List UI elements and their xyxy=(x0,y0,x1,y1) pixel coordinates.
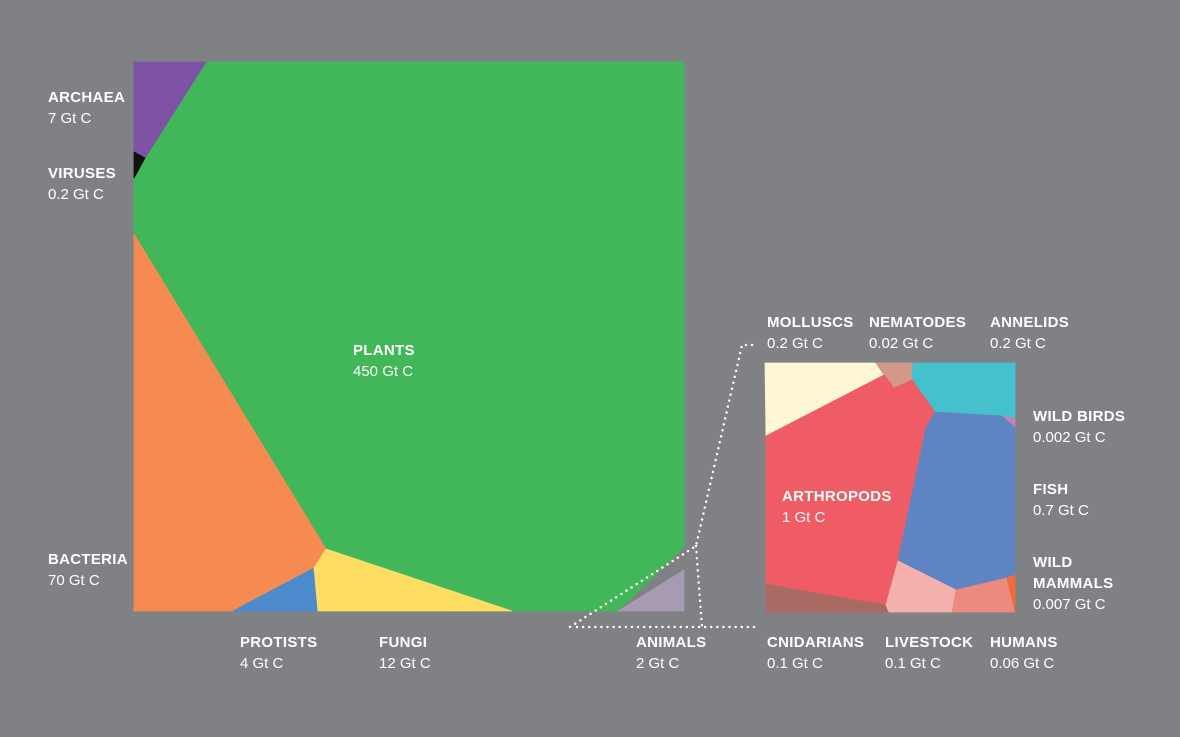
label-viruses-value: 0.2 Gt C xyxy=(48,186,104,203)
label-humans-value: 0.06 Gt C xyxy=(990,655,1055,672)
label-animals-value: 2 Gt C xyxy=(636,655,680,672)
label-protists: PROTISTS 4 Gt C xyxy=(240,632,317,674)
label-fish-name: FISH xyxy=(1033,481,1069,498)
label-bacteria: BACTERIA 70 Gt C xyxy=(48,549,128,591)
cell-animals xyxy=(616,569,685,612)
label-wild-mammals-value: 0.007 Gt C xyxy=(1033,596,1106,613)
label-arthropods-value: 1 Gt C xyxy=(782,509,826,526)
label-protists-name: PROTISTS xyxy=(240,634,318,651)
label-livestock-name: LIVESTOCK xyxy=(885,634,974,651)
label-livestock-value: 0.1 Gt C xyxy=(885,655,941,672)
label-annelids-value: 0.2 Gt C xyxy=(990,335,1046,352)
label-cnidarians-value: 0.1 Gt C xyxy=(767,655,823,672)
label-annelids-name: ANNELIDS xyxy=(990,314,1070,331)
label-protists-value: 4 Gt C xyxy=(240,655,284,672)
label-bacteria-value: 70 Gt C xyxy=(48,572,100,589)
label-molluscs-value: 0.2 Gt C xyxy=(767,335,823,352)
label-wild-mammals: WILD MAMMALS 0.007 Gt C xyxy=(1033,552,1153,615)
label-nematodes-value: 0.02 Gt C xyxy=(869,335,934,352)
label-archaea-value: 7 Gt C xyxy=(48,110,92,127)
label-humans-name: HUMANS xyxy=(990,634,1058,651)
label-wild-mammals-name: WILD MAMMALS xyxy=(1033,554,1114,592)
label-livestock: LIVESTOCK 0.1 Gt C xyxy=(885,632,973,674)
label-nematodes: NEMATODES 0.02 Gt C xyxy=(869,312,966,354)
label-plants-value: 450 Gt C xyxy=(353,363,414,380)
cell-wild-mammals xyxy=(1006,574,1016,613)
label-wild-birds-value: 0.002 Gt C xyxy=(1033,429,1106,446)
label-plants-name: PLANTS xyxy=(353,342,415,359)
label-humans: HUMANS 0.06 Gt C xyxy=(990,632,1058,674)
label-annelids: ANNELIDS 0.2 Gt C xyxy=(990,312,1069,354)
label-fungi-value: 12 Gt C xyxy=(379,655,431,672)
label-cnidarians: CNIDARIANS 0.1 Gt C xyxy=(767,632,864,674)
label-fish: FISH 0.7 Gt C xyxy=(1033,479,1089,521)
label-archaea-name: ARCHAEA xyxy=(48,89,126,106)
main-voronoi xyxy=(133,61,685,612)
label-cnidarians-name: CNIDARIANS xyxy=(767,634,865,651)
connector-line-right xyxy=(694,544,704,629)
label-fungi: FUNGI 12 Gt C xyxy=(379,632,431,674)
label-plants: PLANTS 450 Gt C xyxy=(353,340,415,382)
label-bacteria-name: BACTERIA xyxy=(48,551,128,568)
cell-viruses xyxy=(133,151,146,179)
label-molluscs: MOLLUSCS 0.2 Gt C xyxy=(767,312,854,354)
label-molluscs-name: MOLLUSCS xyxy=(767,314,854,331)
label-archaea: ARCHAEA 7 Gt C xyxy=(48,87,125,129)
label-wild-birds-name: WILD BIRDS xyxy=(1033,408,1126,425)
label-nematodes-name: NEMATODES xyxy=(869,314,967,331)
label-animals-name: ANIMALS xyxy=(636,634,707,651)
animal-voronoi xyxy=(764,362,1016,613)
label-animals: ANIMALS 2 Gt C xyxy=(636,632,706,674)
cell-fungi xyxy=(313,548,513,612)
label-viruses-name: VIRUSES xyxy=(48,165,116,182)
inset-connector xyxy=(568,343,757,629)
label-fungi-name: FUNGI xyxy=(379,634,428,651)
cell-livestock xyxy=(885,560,957,613)
label-fish-value: 0.7 Gt C xyxy=(1033,502,1089,519)
label-wild-birds: WILD BIRDS 0.002 Gt C xyxy=(1033,406,1125,448)
label-viruses: VIRUSES 0.2 Gt C xyxy=(48,163,116,205)
label-arthropods-name: ARTHROPODS xyxy=(782,488,892,505)
label-arthropods: ARTHROPODS 1 Gt C xyxy=(782,486,892,528)
